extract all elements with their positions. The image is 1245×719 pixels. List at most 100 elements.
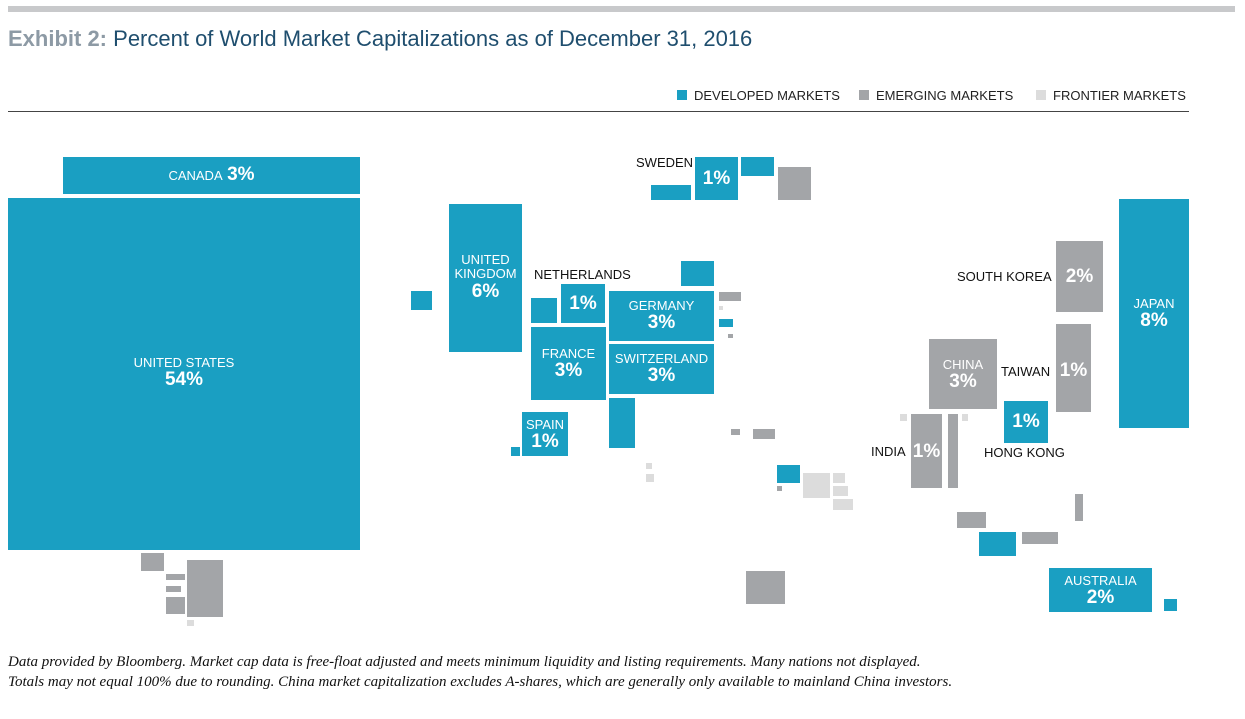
tile-austria xyxy=(719,319,733,327)
label-china: CHINA 3% xyxy=(929,357,997,393)
tile-hong-kong xyxy=(1004,401,1048,443)
legend-swatch-developed xyxy=(677,90,687,100)
label-australia-pct: 2% xyxy=(1086,587,1115,609)
label-switzerland-pct: 3% xyxy=(647,365,676,387)
label-canada-name: CANADA xyxy=(168,168,223,183)
tile-japan xyxy=(1119,199,1189,428)
footnote-line-2: Totals may not equal 100% due to roundin… xyxy=(8,674,953,690)
tile-gulf-d xyxy=(833,499,853,510)
label-sweden-name: SWEDEN xyxy=(636,155,694,170)
label-us-pct: 54% xyxy=(164,369,204,391)
tile-mideast-b xyxy=(753,429,775,439)
label-uk-name1: UNITED xyxy=(461,252,510,267)
tile-russia xyxy=(778,167,811,200)
label-australia: AUSTRALIA 2% xyxy=(1049,573,1152,609)
legend-developed: DEVELOPED MARKETS xyxy=(677,87,840,103)
tile-europe-tiny-b xyxy=(728,334,733,338)
legend-rule xyxy=(8,111,1189,112)
label-us-name: UNITED STATES xyxy=(133,355,235,370)
tile-singapore xyxy=(979,532,1016,556)
label-spain: SPAIN 1% xyxy=(522,417,568,453)
title-text: Percent of World Market Capitalizations … xyxy=(113,26,753,51)
label-united-kingdom: UNITED KINGDOM 6% xyxy=(449,252,522,302)
tile-norway xyxy=(651,185,691,200)
legend-label-emerging: EMERGING MARKETS xyxy=(876,87,1014,103)
tile-asia-tiny-a xyxy=(900,414,907,421)
tile-ireland xyxy=(411,291,432,310)
label-japan-pct: 8% xyxy=(1140,310,1168,332)
label-germany-name: GERMANY xyxy=(628,298,695,313)
label-japan: JAPAN 8% xyxy=(1119,296,1189,332)
label-switzerland-name: SWITZERLAND xyxy=(614,351,709,366)
tile-new-zealand xyxy=(1164,599,1177,611)
label-china-pct: 3% xyxy=(949,371,977,393)
tile-denmark xyxy=(681,261,714,286)
exhibit-number: Exhibit 2: xyxy=(8,26,108,51)
legend-label-developed: DEVELOPED MARKETS xyxy=(694,87,840,103)
tile-latam-a xyxy=(141,553,164,571)
tile-asia-strip xyxy=(948,414,958,488)
label-china-name: CHINA xyxy=(942,357,984,372)
label-south-korea-pct: 2% xyxy=(1065,266,1094,287)
label-hong-kong-name: HONG KONG xyxy=(984,445,1065,460)
footnote: Data provided by Bloomberg. Market cap d… xyxy=(8,652,952,692)
tile-gulf-a xyxy=(803,473,830,498)
label-south-korea-name: SOUTH KOREA xyxy=(957,269,1052,284)
footnote-line-1: Data provided by Bloomberg. Market cap d… xyxy=(8,654,921,670)
label-canada-pct: 3% xyxy=(227,164,255,185)
tile-united-states xyxy=(8,198,360,550)
tile-india xyxy=(911,414,942,488)
label-netherlands-name: NETHERLANDS xyxy=(534,267,631,282)
label-spain-name: SPAIN xyxy=(525,417,565,432)
tile-belgium xyxy=(531,298,557,323)
tile-mideast-a xyxy=(731,429,740,435)
tile-israel xyxy=(777,465,800,483)
tile-latam-e xyxy=(166,597,185,614)
label-taiwan-pct: 1% xyxy=(1059,360,1088,381)
label-hong-kong-pct: 1% xyxy=(1012,411,1040,432)
tile-australia xyxy=(1049,568,1152,612)
label-united-states: UNITED STATES 54% xyxy=(8,355,360,391)
label-france-pct: 3% xyxy=(554,360,583,382)
tile-latam-b xyxy=(166,574,185,580)
tile-germany xyxy=(609,291,714,341)
label-switzerland: SWITZERLAND 3% xyxy=(609,351,714,387)
tile-mideast-c xyxy=(777,486,782,491)
label-france: FRANCE 3% xyxy=(531,346,606,382)
tile-asia-tiny-b xyxy=(962,414,968,421)
tile-europe-tiny-a xyxy=(719,306,723,310)
label-japan-name: JAPAN xyxy=(1133,296,1175,311)
tile-switzerland xyxy=(609,344,714,394)
tile-indonesia xyxy=(1022,532,1058,544)
tile-france xyxy=(531,327,606,400)
tile-china xyxy=(929,339,997,409)
tile-africa-tiny-b xyxy=(646,474,654,482)
legend-emerging: EMERGING MARKETS xyxy=(859,87,1013,103)
label-india-pct: 1% xyxy=(912,441,941,462)
label-uk-name2: KINGDOM xyxy=(454,266,517,282)
tile-africa-tiny-a xyxy=(646,463,652,469)
legend-swatch-frontier xyxy=(1036,90,1046,100)
label-netherlands-pct: 1% xyxy=(569,293,597,314)
label-spain-pct: 1% xyxy=(531,431,559,453)
legend-label-frontier: FRONTIER MARKETS xyxy=(1053,87,1186,103)
chart-title: Exhibit 2: Percent of World Market Capit… xyxy=(8,26,752,52)
label-taiwan-name: TAIWAN xyxy=(1001,364,1051,379)
top-rule xyxy=(8,6,1235,12)
label-germany-pct: 3% xyxy=(647,312,676,334)
label-sweden-pct: 1% xyxy=(702,168,731,189)
tile-netherlands xyxy=(561,284,605,323)
label-uk-pct: 6% xyxy=(471,280,500,302)
tile-latam-d xyxy=(166,586,181,592)
label-france-name: FRANCE xyxy=(541,346,596,361)
tile-poland xyxy=(719,292,741,301)
legend-swatch-emerging xyxy=(859,90,869,100)
tile-gulf-c xyxy=(833,486,848,496)
tile-thailand xyxy=(957,512,986,528)
label-canada: CANADA 3% xyxy=(63,164,360,186)
tile-finland xyxy=(741,157,774,176)
tile-gulf-b xyxy=(833,473,845,483)
legend-frontier: FRONTIER MARKETS xyxy=(1036,87,1186,103)
tile-sweden xyxy=(695,157,738,200)
label-india-name: INDIA xyxy=(871,444,906,459)
